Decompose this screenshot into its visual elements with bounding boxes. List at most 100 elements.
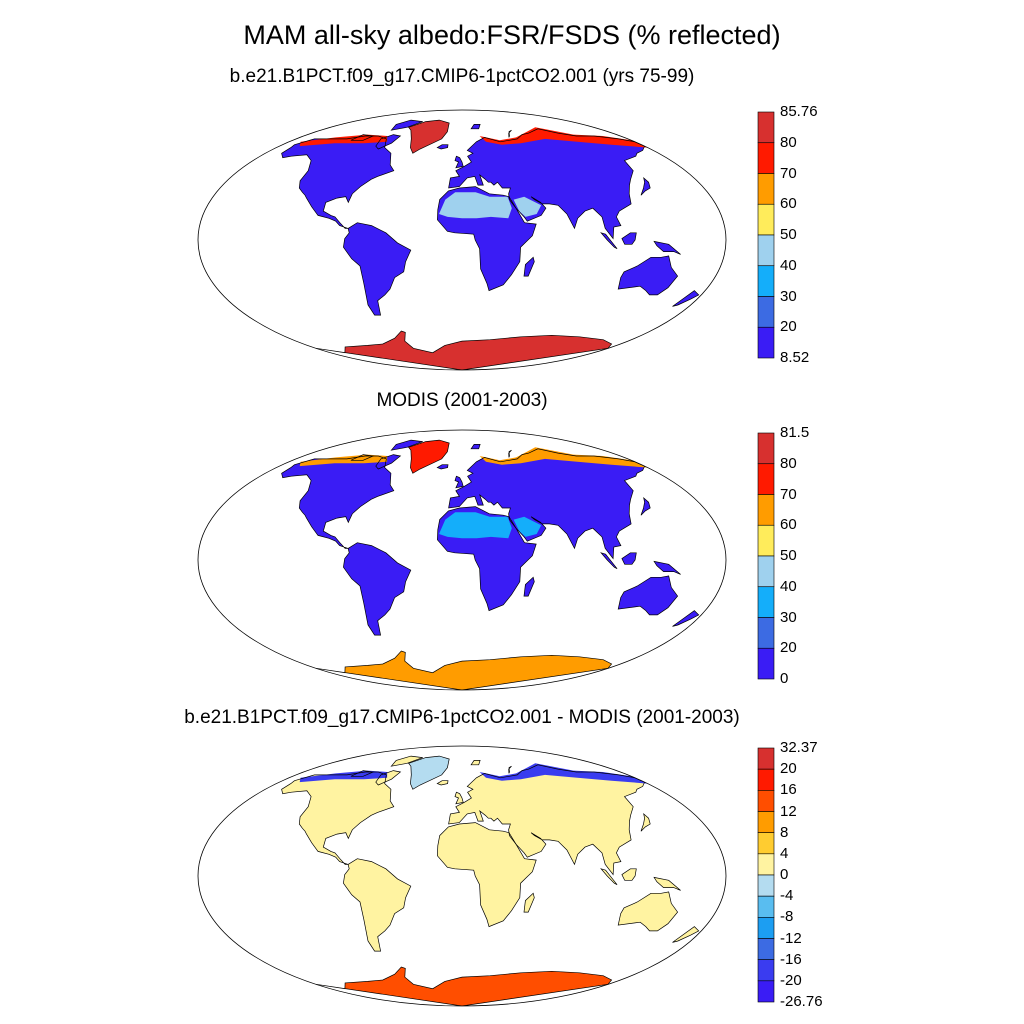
coastline-eurasia <box>448 448 646 560</box>
coastline-sumatra <box>600 868 618 886</box>
land-eurasia <box>448 448 645 559</box>
land-northAmerica <box>281 456 394 549</box>
coastline-ellesmere <box>390 755 423 767</box>
coastline-southAmerica <box>343 542 412 636</box>
land-southAmerica <box>343 542 411 636</box>
coastline-svalbard <box>470 124 481 130</box>
coastline-borneo <box>621 232 637 245</box>
colorbar-tick-label: 12 <box>780 802 797 820</box>
colorbar-tick-label: 50 <box>780 547 797 564</box>
land-newGuinea <box>654 561 681 575</box>
land-ellesmere <box>391 756 423 767</box>
coastline-ellesmere <box>390 439 423 451</box>
region-arctic-eurasia <box>479 763 648 784</box>
colorbar-tick-label: 8 <box>780 823 789 841</box>
coastline-africa <box>437 186 537 292</box>
colorbar-tick-label: 50 <box>780 226 797 243</box>
land-madagascar <box>524 577 535 597</box>
land-greenland <box>408 440 450 474</box>
coastline-northAmerica <box>281 135 395 229</box>
coastline-newGuinea <box>653 560 681 575</box>
colorbar-swatch <box>757 326 775 359</box>
map-border <box>197 109 727 371</box>
coastline-ellesmere <box>390 119 423 131</box>
coastline-victoria <box>350 134 375 141</box>
land-ellesmere <box>391 440 423 451</box>
coastline-uk <box>454 475 464 489</box>
colorbar-tick-label: 85.76 <box>780 103 818 120</box>
land-southAmerica <box>343 222 411 316</box>
coastline-eurasia <box>448 128 646 240</box>
colorbar-diff <box>757 747 775 1003</box>
coastline-madagascar <box>523 256 535 277</box>
land-japan <box>641 813 651 832</box>
land-greenland <box>408 756 450 790</box>
figure-title: MAM all-sky albedo:FSR/FSDS (% reflected… <box>243 20 781 50</box>
coastline-antarctica <box>316 650 613 690</box>
land-sumatra <box>601 868 618 885</box>
coastline-japan <box>640 496 651 516</box>
region-sahara <box>439 512 512 539</box>
land-northAmerica <box>281 136 394 229</box>
coastline-victoria <box>350 454 375 461</box>
land-eurasia <box>448 128 645 239</box>
land-sumatra <box>601 232 618 249</box>
coastline-borneo <box>621 552 637 565</box>
region-arabia <box>513 516 542 537</box>
land-borneo <box>621 232 637 245</box>
land-eurasia <box>448 764 645 875</box>
coastline-africa <box>437 822 537 928</box>
region-arctic-eurasia <box>479 447 648 468</box>
colorbar-tick-label: 32.37 <box>780 739 818 756</box>
coastline-newZealand <box>672 926 700 943</box>
coastline-svalbard <box>470 760 481 766</box>
colorbar-tick-label: 60 <box>780 195 797 213</box>
land-madagascar <box>524 257 535 277</box>
colorbar-tick-label: 16 <box>780 781 797 799</box>
region-arctic-america <box>299 134 388 147</box>
coastline-antarctica <box>316 330 613 370</box>
coastline-iceland <box>436 780 449 786</box>
land-northAmerica <box>281 772 394 865</box>
land-japan <box>641 497 651 516</box>
coastline-africa <box>437 506 537 612</box>
coastline-greenland <box>408 119 450 154</box>
colorbar-tick-label: 30 <box>780 287 797 305</box>
coastline-victoria <box>350 770 375 777</box>
colorbar-tick-label: -12 <box>780 929 802 947</box>
land-uk <box>455 156 464 168</box>
coastline-greenland <box>408 755 450 790</box>
colorbar-tick-label: 70 <box>780 164 797 182</box>
map-panel-obs <box>197 429 727 691</box>
coastline-japan <box>640 812 651 832</box>
coastline-newGuinea <box>653 876 681 891</box>
colorbar-obs <box>757 432 775 680</box>
colorbar-tick-label: 30 <box>780 608 797 626</box>
land-madagascar <box>524 893 535 913</box>
colorbar-tick-label: -26.76 <box>780 993 823 1010</box>
colorbar-tick-label: -4 <box>780 887 794 905</box>
land-sumatra <box>601 552 618 569</box>
coastline-northAmerica <box>281 455 395 549</box>
colorbar-model <box>757 111 775 359</box>
colorbar-tick-label: 40 <box>780 256 797 274</box>
land-greenland <box>408 120 450 154</box>
map-border <box>197 745 727 1007</box>
colorbar-tick-label: 70 <box>780 485 797 503</box>
coastline-novayaZemlya <box>508 449 512 458</box>
colorbar-swatch <box>757 647 775 680</box>
coastline-baffin <box>375 770 402 786</box>
colorbar-tick-label: 81.5 <box>780 424 810 441</box>
land-svalbard <box>471 760 481 765</box>
land-australia <box>618 891 678 931</box>
coastline-baffin <box>375 134 402 150</box>
region-arctic-eurasia <box>479 127 648 148</box>
land-uk <box>455 792 464 804</box>
coastline-japan <box>640 176 651 196</box>
colorbar-swatch <box>757 980 775 1003</box>
land-japan <box>641 177 651 196</box>
land-newZealand <box>672 610 699 627</box>
land-borneo <box>621 868 637 881</box>
